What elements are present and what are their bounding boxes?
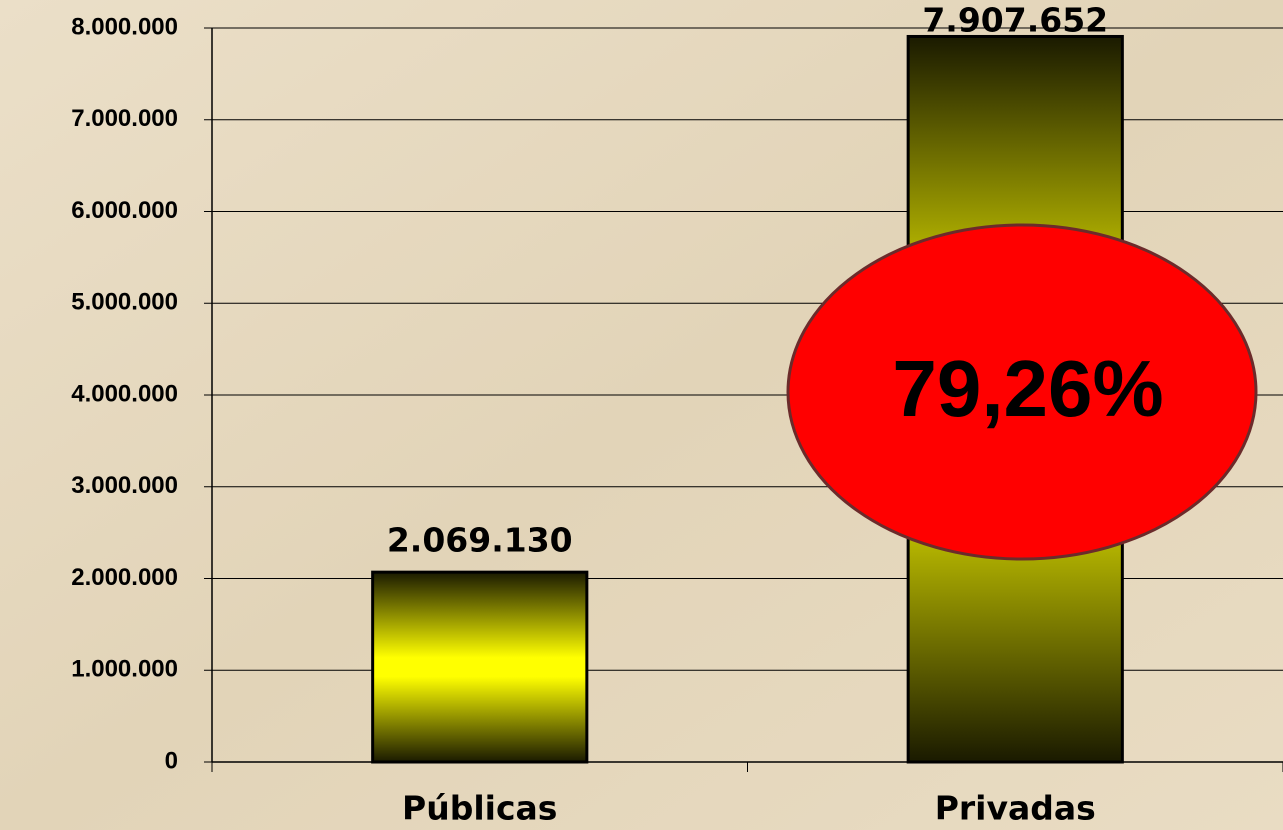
x-tick-label: Privadas: [935, 789, 1096, 828]
y-tick-label: 4.000.000: [71, 380, 178, 407]
y-tick-label: 5.000.000: [71, 289, 178, 316]
x-tick-label: Públicas: [402, 789, 557, 828]
y-tick-label: 1.000.000: [71, 656, 178, 683]
value-label: 7.907.652: [922, 1, 1108, 40]
y-tick-label: 0: [165, 747, 178, 774]
bar: [371, 570, 589, 764]
y-tick-label: 3.000.000: [71, 472, 178, 499]
y-tick-label: 7.000.000: [71, 105, 178, 132]
annotation: 79,26%: [892, 344, 1163, 433]
value-label: 2.069.130: [387, 521, 573, 560]
y-tick-label: 8.000.000: [71, 13, 178, 40]
annotation-ellipse: [786, 223, 1258, 561]
y-tick-label: 6.000.000: [71, 197, 178, 224]
y-tick-label: 2.000.000: [71, 564, 178, 591]
